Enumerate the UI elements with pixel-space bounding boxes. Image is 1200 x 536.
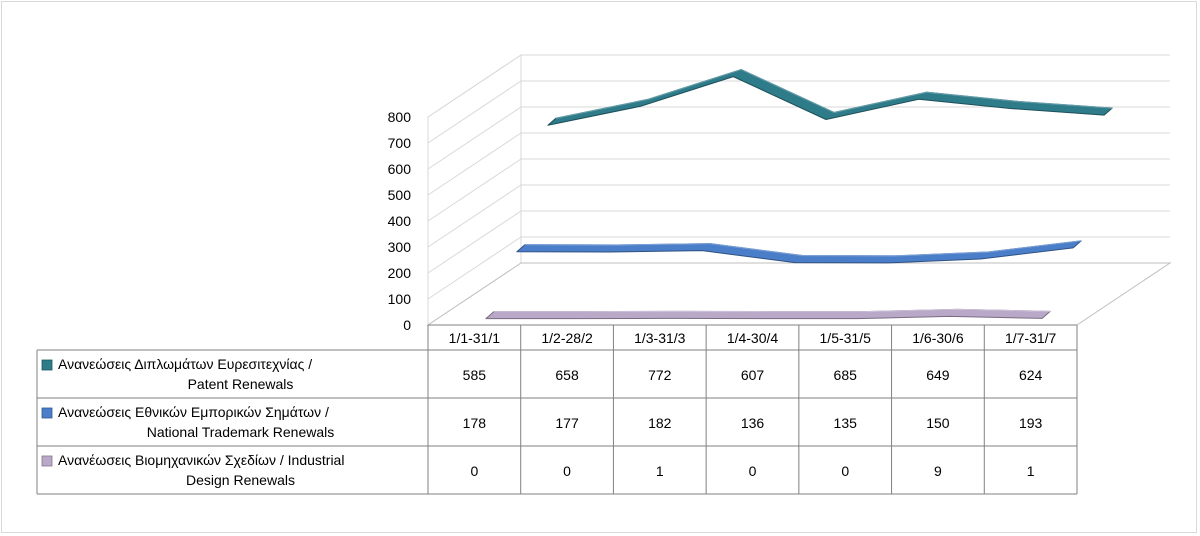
data-value: 685 [834,367,858,383]
series-line-1 [555,69,1113,119]
y-tick-label: 600 [388,161,412,177]
data-value: 0 [841,463,849,479]
data-value: 182 [648,415,672,431]
y-tick-label: 200 [388,265,412,281]
series-layer [485,69,1113,320]
y-tick-label: 400 [388,213,412,229]
series-ribbon-1 [547,69,1113,126]
data-value: 772 [648,367,672,383]
axis-layer: 0 100 200 300 400 500 600 700 800 [388,109,412,333]
data-value: 0 [749,463,757,479]
gridline [427,210,1170,274]
data-value: 649 [926,367,950,383]
y-tick-label: 100 [388,291,412,307]
gridline [427,184,1170,248]
data-table: 1/1-31/1 1/2-28/2 1/3-31/3 1/4-30/4 1/5-31/5… [36,324,1078,495]
category-label: 1/4-30/4 [727,330,779,346]
category-label: 1/2-28/2 [541,330,593,346]
category-label: 1/5-31/5 [820,330,872,346]
legend-key-2 [41,407,53,419]
series-label-line2: National Trademark Renewals [147,424,335,440]
y-tick-label: 500 [388,187,412,203]
series-label-line2: Design Renewals [186,472,295,488]
data-value: 658 [555,367,579,383]
category-label: 1/7-31/7 [1005,330,1057,346]
data-value: 135 [834,415,858,431]
gridline [427,80,1170,144]
gridline [427,236,1170,300]
gridline [427,54,1170,118]
category-label: 1/1-31/1 [449,330,501,346]
series-label-line1: Ανανέωσεις Βιομηχανικών Σχεδίων / Indust… [58,452,344,468]
gridline [427,132,1170,196]
gridline [427,106,1170,170]
series-ribbon-2 [516,240,1082,264]
data-value: 1 [656,463,664,479]
data-value: 193 [1019,415,1043,431]
y-tick-label: 0 [403,317,411,333]
grid-layer [426,54,1172,326]
data-value: 624 [1019,367,1043,383]
series-label-line1: Ανανεώσεις Εθνικών Εμπορικών Σημάτων / [58,404,329,420]
y-tick-label: 300 [388,239,412,255]
data-value: 607 [741,367,765,383]
data-value: 0 [470,463,478,479]
data-value: 150 [926,415,950,431]
series-label-line2: Patent Renewals [188,376,294,392]
legend-key-1 [41,359,53,371]
y-tick-label: 800 [388,109,412,125]
legend-key-3 [41,455,53,467]
category-label: 1/6-30/6 [912,330,964,346]
data-value: 585 [463,367,487,383]
gridline [427,158,1170,222]
data-value: 1 [1027,463,1035,479]
data-value: 178 [463,415,487,431]
data-value: 9 [934,463,942,479]
category-label: 1/3-31/3 [634,330,686,346]
series-line-3 [493,308,1051,313]
series-line-2 [524,240,1082,257]
y-tick-label: 700 [388,135,412,151]
data-value: 177 [555,415,579,431]
data-value: 136 [741,415,765,431]
data-value: 0 [563,463,571,479]
series-label-line1: Ανανεώσεις Διπλωμάτων Ευρεσιτεχνίας / [58,356,312,372]
